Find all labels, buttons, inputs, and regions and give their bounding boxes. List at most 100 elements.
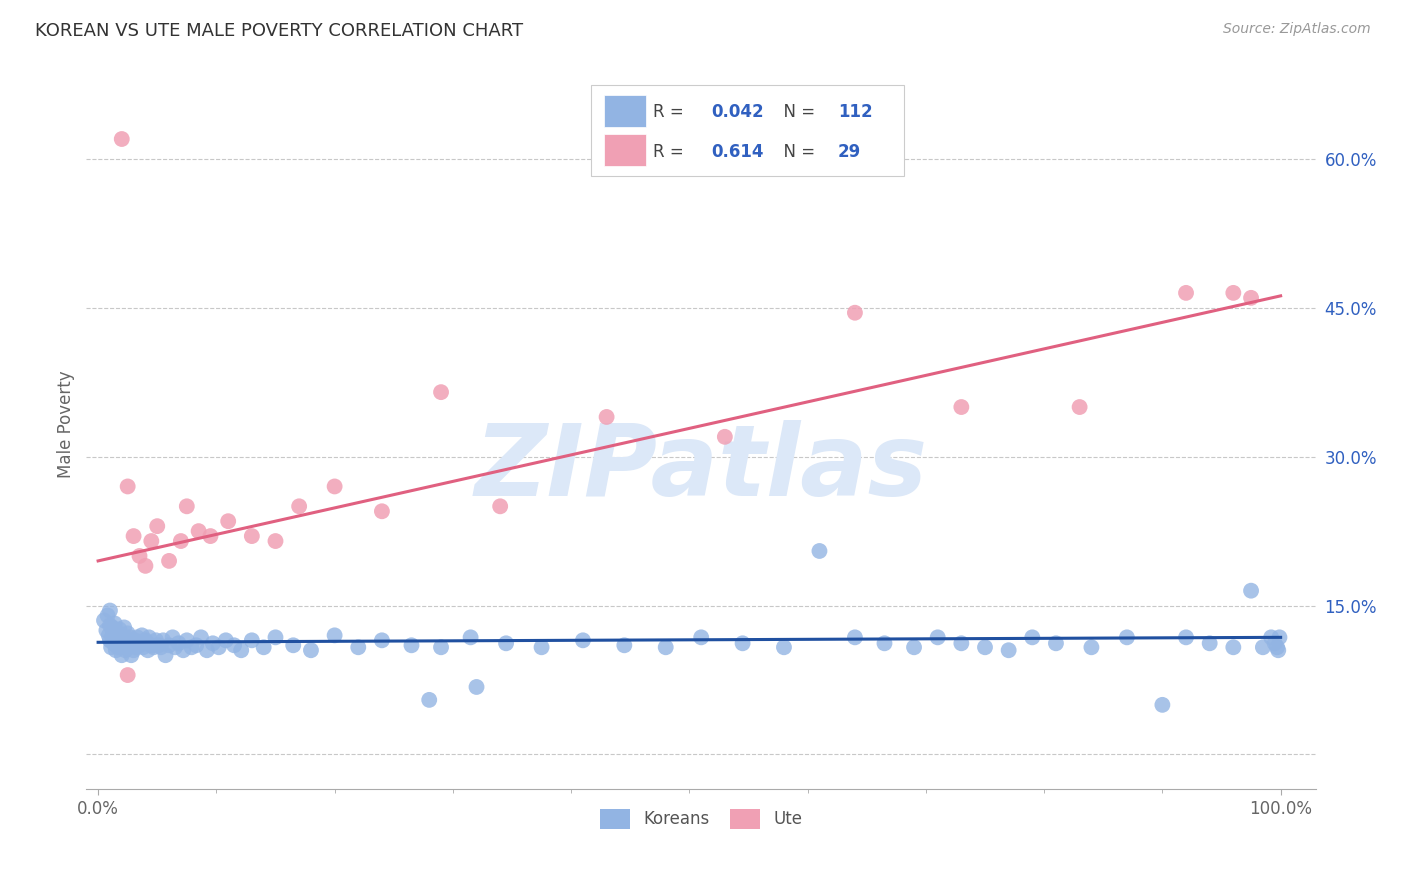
Point <box>190 631 212 645</box>
Text: KOREAN VS UTE MALE POVERTY CORRELATION CHART: KOREAN VS UTE MALE POVERTY CORRELATION C… <box>35 22 523 40</box>
Point <box>132 640 155 655</box>
Point <box>104 624 127 638</box>
Point <box>111 648 134 663</box>
Point <box>108 632 131 647</box>
Point <box>104 616 127 631</box>
Point <box>1152 698 1174 712</box>
Point <box>1240 291 1263 305</box>
Point <box>98 618 121 632</box>
Point <box>105 628 128 642</box>
Point <box>112 620 135 634</box>
Text: ZIPatlas: ZIPatlas <box>475 420 928 516</box>
Point <box>136 643 159 657</box>
Point <box>167 636 190 650</box>
Point <box>125 640 148 655</box>
Text: Source: ZipAtlas.com: Source: ZipAtlas.com <box>1223 22 1371 37</box>
Text: 0.042: 0.042 <box>711 103 763 121</box>
Point <box>530 640 553 655</box>
Point <box>1175 285 1198 300</box>
Point <box>401 638 423 652</box>
Point <box>117 626 139 640</box>
Point <box>1267 643 1289 657</box>
Point <box>128 549 150 563</box>
Point <box>107 640 129 655</box>
Point <box>152 633 174 648</box>
Point <box>111 631 134 645</box>
Point <box>101 620 124 634</box>
Point <box>112 631 135 645</box>
Point <box>131 628 153 642</box>
Point <box>122 529 145 543</box>
Point <box>654 640 676 655</box>
Text: R =: R = <box>654 143 689 161</box>
Text: N =: N = <box>772 143 820 161</box>
Point <box>323 479 346 493</box>
Point <box>1240 583 1263 598</box>
Point <box>98 633 121 648</box>
Point <box>200 529 222 543</box>
Point <box>495 636 517 650</box>
Point <box>155 648 177 663</box>
FancyBboxPatch shape <box>605 134 645 166</box>
Point <box>264 631 287 645</box>
Point <box>148 638 170 652</box>
Point <box>120 648 142 663</box>
Point <box>1222 285 1244 300</box>
Point <box>108 623 131 637</box>
Point <box>208 640 231 655</box>
Point <box>418 693 440 707</box>
Point <box>111 640 134 655</box>
Point <box>117 668 139 682</box>
Point <box>1021 631 1043 645</box>
Point <box>97 608 120 623</box>
Point <box>1175 631 1198 645</box>
Text: 29: 29 <box>838 143 860 161</box>
Point <box>974 640 997 655</box>
Point <box>98 603 121 617</box>
Point <box>93 614 115 628</box>
Point <box>430 640 453 655</box>
Point <box>118 640 141 655</box>
Point <box>117 479 139 493</box>
Point <box>371 633 394 648</box>
Point <box>231 643 253 657</box>
Point <box>1268 631 1291 645</box>
Point <box>195 643 218 657</box>
Point <box>264 534 287 549</box>
Point <box>117 636 139 650</box>
Point <box>950 636 973 650</box>
Text: 112: 112 <box>838 103 872 121</box>
Point <box>115 633 138 648</box>
Text: N =: N = <box>772 103 820 121</box>
Point <box>134 558 156 573</box>
Point <box>142 640 165 655</box>
Point <box>288 500 311 514</box>
Point <box>873 636 896 650</box>
Point <box>347 640 370 655</box>
Point <box>118 631 141 645</box>
Point <box>141 638 163 652</box>
Point <box>808 544 831 558</box>
Point <box>187 524 209 538</box>
Point <box>127 631 149 645</box>
Point <box>950 400 973 414</box>
Text: 0.614: 0.614 <box>711 143 763 161</box>
Point <box>1069 400 1091 414</box>
Point <box>138 631 160 645</box>
Point <box>134 633 156 648</box>
Point <box>1222 640 1244 655</box>
Point <box>176 500 198 514</box>
Point <box>163 640 186 655</box>
Point <box>714 430 737 444</box>
Point <box>240 529 263 543</box>
Point <box>97 628 120 642</box>
Point <box>927 631 949 645</box>
Point <box>180 640 202 655</box>
Point <box>1198 636 1220 650</box>
Point <box>1265 640 1288 655</box>
Point <box>172 643 194 657</box>
Point <box>997 643 1019 657</box>
Point <box>111 132 134 146</box>
Point <box>170 534 193 549</box>
Point <box>103 626 125 640</box>
